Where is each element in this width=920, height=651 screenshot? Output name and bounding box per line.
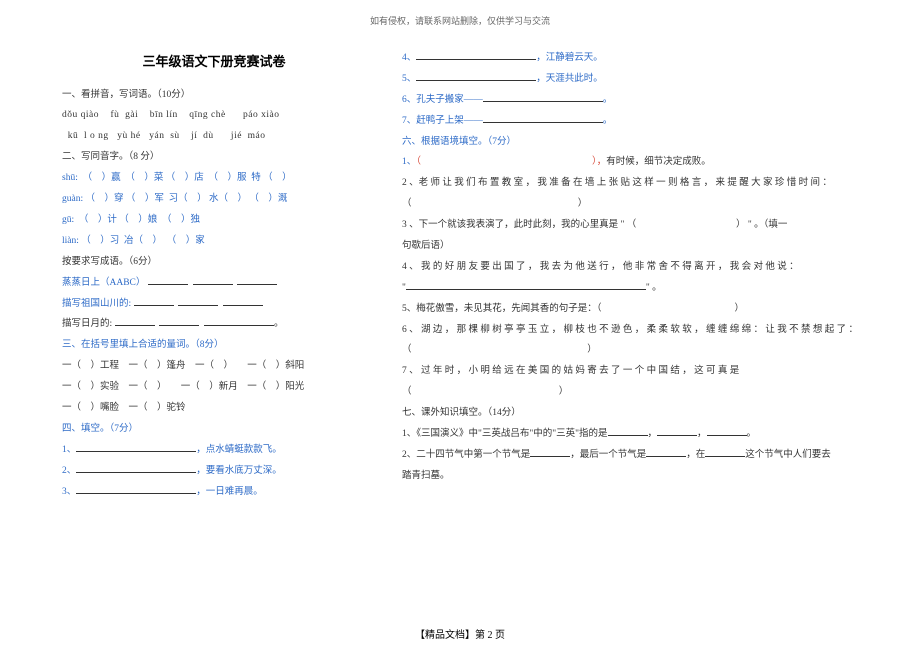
q3: 3 、下一个就该我表演了，此时此刻，我的心里真是 " （ ） " 。（填一 (402, 215, 858, 236)
q6-cont: （ ） (402, 340, 858, 361)
fill6-txt: 6、孔夫子搬家—— (402, 95, 483, 105)
q2-cont: （ ） (402, 194, 858, 215)
fill3-num: 3、 (62, 487, 76, 497)
fill3-tail: ，一日难再晨。 (196, 487, 263, 497)
q2: 2 、老 师 让 我 们 布 置 教 室 ， 我 准 备 在 墙 上 张 贴 这… (402, 173, 858, 194)
k2: 2、二十四节气中第一个节气是 ，最后一个节气是 ，在 这个节气中人们要去 (402, 445, 858, 466)
fill-2: 2、 ，要看水底万丈深。 (62, 461, 366, 482)
guan-row: guàn: （ ）穿 （ ）军 习（ ） 水（ ） （ ）溉 (62, 189, 366, 210)
fill-4: 4、 ，江静碧云天。 (402, 48, 858, 69)
q1-num: 1、 (402, 157, 416, 167)
right-column: 4、，江静碧云天。 5、，天涯共此时。 6、孔夫子搬家——。 7、赶鸭子上架——… (402, 48, 858, 617)
pinyin-row-2: kū l o ng yù hé yán sù jí dù jié máo (62, 126, 366, 147)
fill1-tail: ，点水蜻蜓款款飞。 (196, 445, 282, 455)
mw-row-1: 一（ ）工程 一（ ）篷舟 一（ ） 一（ ）斜阳 (62, 356, 366, 377)
page-footer: 【精品文档】第 2 页 (0, 626, 920, 641)
fill-6: 6、孔夫子搬家——。 (402, 90, 858, 111)
k1-txt: 1、《三国演义》中"三英战吕布"中的"三英"指的是 (402, 429, 608, 439)
shanchuan-label: 描写祖国山川的: (62, 299, 131, 309)
fill4-tail: ，江静碧云天。 (536, 53, 603, 63)
sec4-head: 三、在括号里填上合适的量词。（8分） (62, 335, 366, 356)
sec2-head: 二、写同音字。（8 分） (62, 147, 366, 168)
q7: 7 、 过 年 时 ， 小 明 给 远 在 美 国 的 姑 妈 寄 去 了 一 … (402, 361, 858, 382)
fill5-tail: ，天涯共此时。 (536, 74, 603, 84)
riyue-label: 描写日月的: (62, 319, 112, 329)
fill4-num: 4、 (402, 53, 416, 63)
sec3-head: 按要求写成语。（6分） (62, 252, 366, 273)
aabc-label: 蒸蒸日上（AABC） (62, 278, 145, 288)
q1-tail: 有时候，细节决定成败。 (606, 157, 711, 167)
sec7-head: 七、课外知识填空。（14分） (402, 403, 858, 424)
k2d: 这个节气中人们要去 (745, 450, 831, 460)
q1-blank: （ ）， (416, 157, 606, 167)
fill2-tail: ，要看水底万丈深。 (196, 466, 282, 476)
riyue-row: 描写日月的: 。 (62, 314, 366, 335)
sec5-head: 四、填空。（7分） (62, 419, 366, 440)
q4: 4 、 我 的 好 朋 友 要 出 国 了 ， 我 去 为 他 送 行 ， 他 … (402, 257, 858, 278)
fill-5: 5、 ，天涯共此时。 (402, 69, 858, 90)
sec1-head: 一、看拼音，写词语。（10分） (62, 85, 366, 106)
q1: 1、（ ），有时候，细节决定成败。 (402, 152, 858, 173)
exam-title: 三年级语文下册竞赛试卷 (62, 48, 366, 77)
fill-3: 3、 ，一日难再晨。 (62, 482, 366, 503)
mw-row-2: 一（ ）实验 一（ ） 一（ ）新月 一（ ）阳光 (62, 377, 366, 398)
header-note: 如有侵权，请联系网站删除，仅供学习与交流 (0, 14, 920, 27)
k2c: ，在 (686, 450, 705, 460)
gu-row: gū: （ ）计 （ ）娘 （ ）独 (62, 210, 366, 231)
k2b: ，最后一个节气是 (570, 450, 646, 460)
pinyin-row-1: dǒu qiào fù gài bīn lín qīng chè páo xià… (62, 105, 366, 126)
fill2-num: 2、 (62, 466, 76, 476)
k2-cont: 踏青扫墓。 (402, 466, 858, 487)
q3-cont: 句歇后语） (402, 236, 858, 257)
page-body: 三年级语文下册竞赛试卷 一、看拼音，写词语。（10分） dǒu qiào fù … (62, 48, 858, 617)
sec6-head: 六、根据语境填空。（7分） (402, 132, 858, 153)
shanchuan-row: 描写祖国山川的: (62, 294, 366, 315)
fill1-num: 1、 (62, 445, 76, 455)
aabc-row: 蒸蒸日上（AABC） (62, 273, 366, 294)
fill5-num: 5、 (402, 74, 416, 84)
fill-7: 7、赶鸭子上架——。 (402, 111, 858, 132)
sho-row: shū: （ ）赢 （ ）菜 （ ）店 （ ）服 特 （ ） (62, 168, 366, 189)
q4-cont: "" 。 (402, 278, 858, 299)
q5: 5、梅花傲雪，未见其花，先闻其香的句子是：（ ） (402, 299, 858, 320)
lian-row: liàn: （ ）习 冶（ ） （ ）家 (62, 231, 366, 252)
left-column: 三年级语文下册竞赛试卷 一、看拼音，写词语。（10分） dǒu qiào fù … (62, 48, 366, 617)
fill7-txt: 7、赶鸭子上架—— (402, 116, 483, 126)
q4-close: " 。 (646, 283, 662, 293)
k2a: 2、二十四节气中第一个节气是 (402, 450, 530, 460)
k1: 1、《三国演义》中"三英战吕布"中的"三英"指的是，，。 (402, 424, 858, 445)
fill-1: 1、 ，点水蜻蜓款款飞。 (62, 440, 366, 461)
k1-tail: 。 (747, 429, 757, 439)
mw-row-3: 一（ ）嘴脸 一（ ）驼铃 (62, 398, 366, 419)
q6: 6 、 湖 边 ， 那 棵 柳 树 亭 亭 玉 立 ， 柳 枝 也 不 逊 色 … (402, 320, 858, 341)
q7-cont: （ ） (402, 382, 858, 403)
